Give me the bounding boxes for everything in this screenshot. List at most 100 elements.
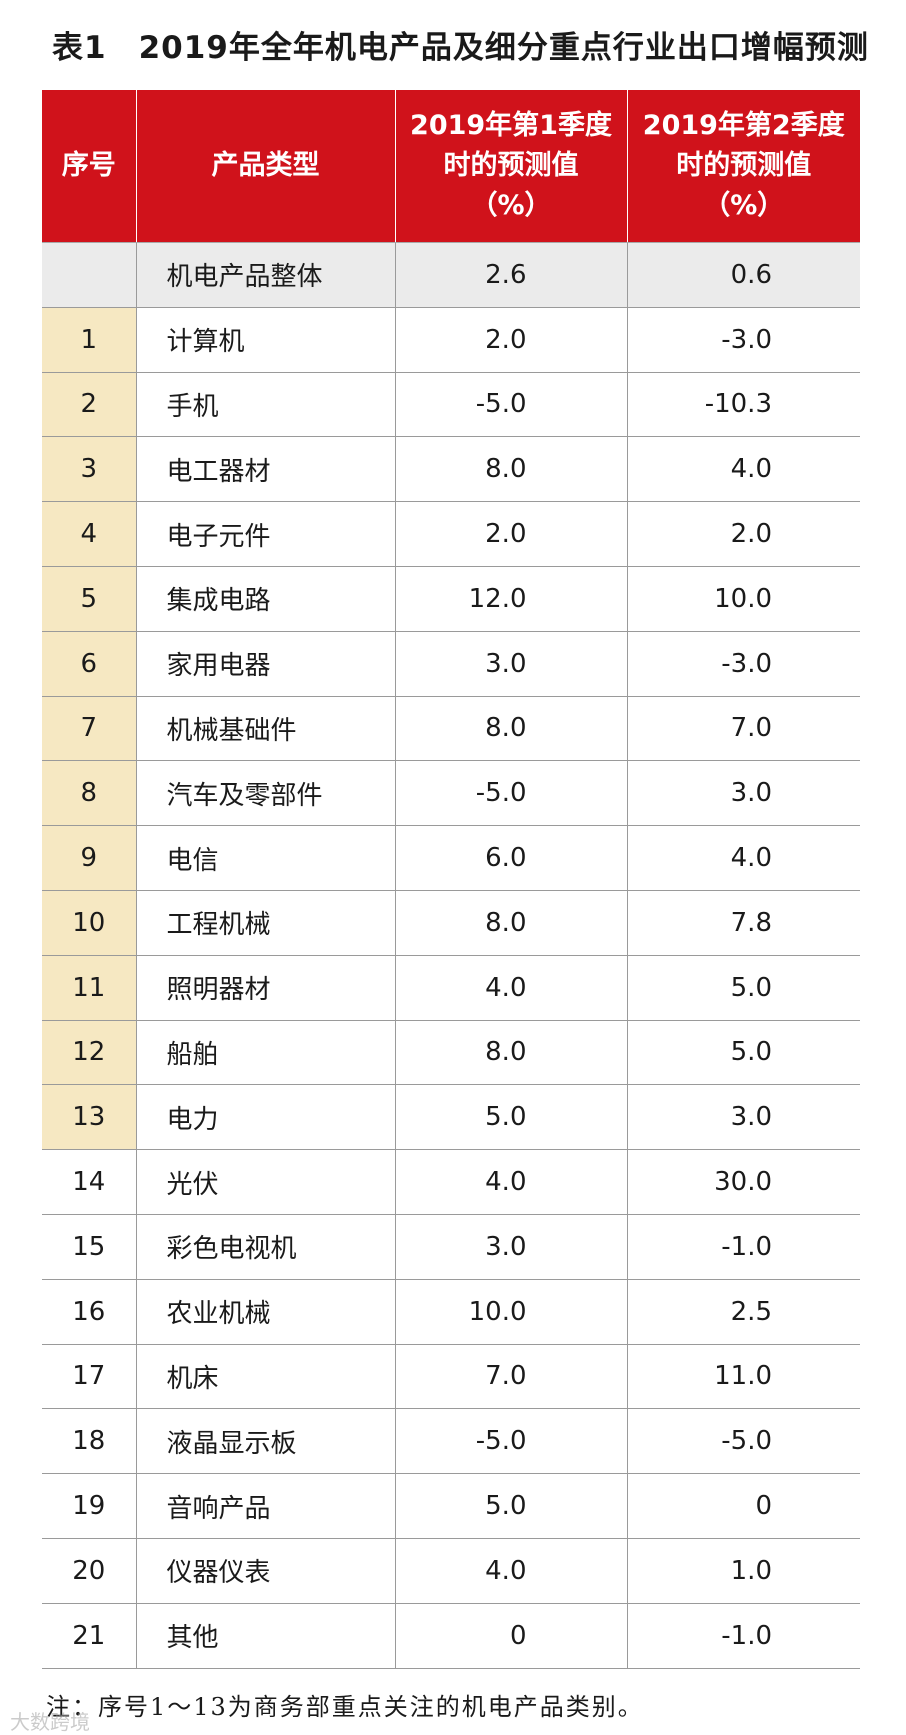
cell-product-type: 电力 (135, 1084, 395, 1151)
cell-index: 18 (42, 1408, 136, 1475)
cell-product-type: 机电产品整体 (135, 242, 395, 308)
cell-index: 11 (42, 955, 136, 1021)
table-row: 13 电力 5.0 3.0 (42, 1084, 860, 1151)
table-row: 1 计算机 2.0 -3.0 (42, 307, 860, 373)
cell-q2-forecast: 4.0 (626, 436, 860, 503)
cell-q1-forecast: 3.0 (394, 1214, 627, 1280)
cell-q2-forecast: 7.8 (626, 890, 860, 956)
forecast-table: 序号 产品类型 2019年第1季度 时的预测值 （%） 2019年第2季度 时的… (42, 90, 860, 1669)
table-row: 12 船舶 8.0 5.0 (42, 1020, 860, 1086)
cell-q2-forecast: 30.0 (626, 1149, 860, 1215)
table-row: 10 工程机械 8.0 7.8 (42, 890, 860, 956)
header-index: 序号 (42, 90, 136, 243)
cell-q2-forecast: 0.6 (626, 242, 860, 308)
header-q2-line1: 2019年第2季度 (642, 110, 845, 141)
cell-q1-forecast: 5.0 (394, 1473, 627, 1539)
cell-q1-forecast: 2.6 (394, 242, 627, 308)
cell-q1-forecast: 8.0 (394, 890, 627, 956)
cell-q1-forecast: 4.0 (394, 1538, 627, 1604)
cell-product-type: 农业机械 (135, 1279, 395, 1345)
cell-product-type: 仪器仪表 (135, 1538, 395, 1604)
table-row: 20 仪器仪表 4.0 1.0 (42, 1538, 860, 1604)
cell-q2-forecast: 10.0 (626, 566, 860, 632)
cell-q1-forecast: 3.0 (394, 631, 627, 697)
header-q2: 2019年第2季度 时的预测值 （%） (626, 90, 860, 243)
cell-q1-forecast: -5.0 (394, 760, 627, 827)
table-title: 表1 2019年全年机电产品及细分重点行业出口增幅预测 (52, 22, 869, 67)
table-title-text: 2019年全年机电产品及细分重点行业出口增幅预测 (138, 30, 869, 66)
table-header-row: 序号 产品类型 2019年第1季度 时的预测值 （%） 2019年第2季度 时的… (42, 90, 860, 243)
cell-q2-forecast: -10.3 (626, 372, 860, 438)
table-row: 19 音响产品 5.0 0 (42, 1473, 860, 1539)
cell-index: 20 (42, 1538, 136, 1604)
cell-q2-forecast: 1.0 (626, 1538, 860, 1604)
table-row: 3 电工器材 8.0 4.0 (42, 436, 860, 503)
cell-q2-forecast: 3.0 (626, 1084, 860, 1151)
cell-product-type: 集成电路 (135, 566, 395, 632)
cell-q2-forecast: 4.0 (626, 825, 860, 891)
table-row: 8 汽车及零部件 -5.0 3.0 (42, 760, 860, 827)
cell-q1-forecast: 4.0 (394, 955, 627, 1021)
cell-index: 13 (42, 1084, 136, 1151)
table-row: 15 彩色电视机 3.0 -1.0 (42, 1214, 860, 1280)
table-row: 16 农业机械 10.0 2.5 (42, 1279, 860, 1345)
cell-q2-forecast: -1.0 (626, 1603, 860, 1669)
cell-product-type: 液晶显示板 (135, 1408, 395, 1475)
cell-index: 14 (42, 1149, 136, 1215)
cell-q2-forecast: 0 (626, 1473, 860, 1539)
table-row-total: 机电产品整体 2.6 0.6 (42, 242, 860, 308)
header-q1-line1: 2019年第1季度 (410, 110, 612, 141)
cell-index: 12 (42, 1020, 136, 1086)
cell-product-type: 电信 (135, 825, 395, 891)
cell-product-type: 家用电器 (135, 631, 395, 697)
cell-product-type: 彩色电视机 (135, 1214, 395, 1280)
cell-q2-forecast: -1.0 (626, 1214, 860, 1280)
table-row: 6 家用电器 3.0 -3.0 (42, 631, 860, 697)
cell-q2-forecast: -3.0 (626, 307, 860, 373)
cell-index: 17 (42, 1344, 136, 1410)
cell-index (42, 242, 136, 308)
cell-index: 8 (42, 760, 136, 827)
watermark-text: 大数跨境 (10, 1710, 90, 1734)
cell-q2-forecast: 5.0 (626, 955, 860, 1021)
cell-q1-forecast: 6.0 (394, 825, 627, 891)
cell-q1-forecast: 5.0 (394, 1084, 627, 1151)
header-q2-line2: 时的预测值 (676, 150, 812, 181)
table-row: 5 集成电路 12.0 10.0 (42, 566, 860, 632)
cell-product-type: 照明器材 (135, 955, 395, 1021)
table-row: 11 照明器材 4.0 5.0 (42, 955, 860, 1021)
cell-q1-forecast: 12.0 (394, 566, 627, 632)
header-q2-line3: （%） (703, 190, 785, 221)
cell-index: 16 (42, 1279, 136, 1345)
cell-q2-forecast: 11.0 (626, 1344, 860, 1410)
cell-q1-forecast: 8.0 (394, 1020, 627, 1086)
cell-index: 19 (42, 1473, 136, 1539)
cell-index: 21 (42, 1603, 136, 1669)
cell-product-type: 船舶 (135, 1020, 395, 1086)
table-row: 18 液晶显示板 -5.0 -5.0 (42, 1408, 860, 1475)
table-row: 14 光伏 4.0 30.0 (42, 1149, 860, 1215)
cell-index: 2 (42, 372, 136, 438)
cell-product-type: 机械基础件 (135, 696, 395, 762)
cell-product-type: 电子元件 (135, 501, 395, 567)
cell-product-type: 光伏 (135, 1149, 395, 1215)
table-number: 表1 (52, 30, 107, 66)
cell-q1-forecast: 4.0 (394, 1149, 627, 1215)
cell-q2-forecast: 5.0 (626, 1020, 860, 1086)
cell-index: 10 (42, 890, 136, 956)
table-row: 17 机床 7.0 11.0 (42, 1344, 860, 1410)
cell-q1-forecast: 8.0 (394, 436, 627, 503)
table-row: 7 机械基础件 8.0 7.0 (42, 696, 860, 762)
cell-product-type: 手机 (135, 372, 395, 438)
cell-product-type: 汽车及零部件 (135, 760, 395, 827)
cell-q2-forecast: 2.5 (626, 1279, 860, 1345)
footnote: 注：序号1～13为商务部重点关注的机电产品类别。 (46, 1693, 644, 1721)
cell-index: 5 (42, 566, 136, 632)
cell-q2-forecast: 3.0 (626, 760, 860, 827)
cell-index: 1 (42, 307, 136, 373)
table-row: 9 电信 6.0 4.0 (42, 825, 860, 891)
cell-product-type: 工程机械 (135, 890, 395, 956)
cell-index: 4 (42, 501, 136, 567)
header-q1-line3: （%） (470, 190, 552, 221)
cell-product-type: 机床 (135, 1344, 395, 1410)
